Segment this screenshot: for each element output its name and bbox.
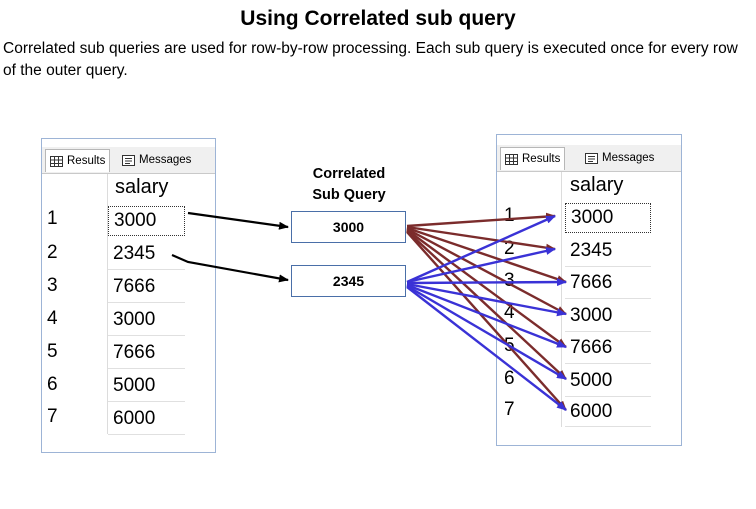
right-row-number: 3 (504, 270, 515, 291)
right-tab-results-label: Results (522, 153, 561, 165)
left-row-number: 6 (47, 374, 58, 395)
blue-arrows (406, 214, 567, 411)
left-row-number: 2 (47, 242, 58, 263)
right-cell[interactable]: 2345 (565, 235, 651, 267)
left-cell[interactable]: 6000 (108, 403, 185, 435)
right-cell[interactable]: 5000 (565, 365, 651, 397)
right-cell[interactable]: 3000 (565, 300, 651, 332)
left-tab-messages[interactable]: Messages (122, 149, 191, 171)
left-result-tabs: Results Messages (42, 147, 215, 174)
right-results-grid: Results Messages salary 1 3000 2 2345 3 … (496, 134, 682, 446)
right-cell[interactable]: 7666 (565, 333, 651, 364)
subquery-box-2: 2345 (291, 265, 406, 297)
grid-icon (505, 153, 518, 165)
right-result-tabs: Results Messages (497, 145, 681, 172)
right-cell[interactable]: 6000 (565, 397, 651, 427)
left-row-number: 4 (47, 308, 58, 329)
left-cell[interactable]: 3000 (108, 206, 185, 236)
subquery-box-1: 3000 (291, 211, 406, 243)
left-row-number: 3 (47, 275, 58, 296)
right-tab-messages-label: Messages (602, 152, 655, 164)
right-cell[interactable]: 3000 (565, 203, 651, 233)
correlated-subquery-label: Correlated Sub Query (290, 164, 408, 206)
right-row-number: 6 (504, 368, 515, 389)
right-row-number: 4 (504, 302, 515, 323)
grid-icon (50, 155, 63, 167)
left-cell[interactable]: 7666 (108, 337, 185, 369)
left-cell[interactable]: 5000 (108, 370, 185, 402)
left-column-header: salary (115, 176, 169, 198)
messages-icon (122, 154, 135, 166)
left-row-number: 1 (47, 208, 58, 229)
left-cell[interactable]: 3000 (108, 304, 185, 336)
brown-arrows (406, 212, 567, 411)
left-row-number: 5 (47, 341, 58, 362)
right-row-number: 2 (504, 238, 515, 259)
messages-icon (585, 152, 598, 164)
label-line-1: Correlated (312, 166, 386, 182)
left-tab-messages-label: Messages (139, 154, 192, 166)
black-arrows (171, 211, 289, 283)
left-results-grid: Results Messages salary 1 3000 2 2345 3 … (41, 138, 216, 453)
page-title: Using Correlated sub query (240, 7, 516, 30)
left-row-number: 7 (47, 406, 58, 427)
right-tab-messages[interactable]: Messages (585, 147, 654, 169)
right-row-number: 7 (504, 399, 515, 420)
description-text: Correlated sub queries are used for row-… (3, 40, 738, 79)
left-tab-results-label: Results (67, 155, 106, 167)
right-tab-results[interactable]: Results (500, 147, 566, 170)
label-line-2: Sub Query (312, 187, 386, 203)
left-grid-divider (107, 174, 108, 434)
left-cell[interactable]: 7666 (108, 271, 185, 303)
left-tab-results[interactable]: Results (45, 149, 111, 172)
right-row-number: 1 (504, 205, 515, 226)
right-cell[interactable]: 7666 (565, 268, 651, 299)
left-cell[interactable]: 2345 (108, 239, 185, 270)
right-grid-divider (561, 172, 562, 427)
right-column-header: salary (570, 174, 624, 196)
